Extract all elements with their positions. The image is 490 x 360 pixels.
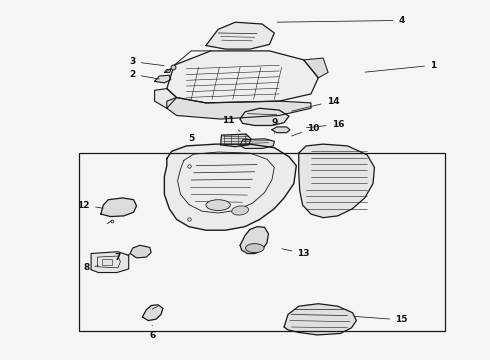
Polygon shape — [143, 305, 163, 320]
Text: 15: 15 — [355, 315, 408, 324]
Ellipse shape — [232, 206, 248, 215]
Polygon shape — [240, 139, 274, 148]
Polygon shape — [240, 108, 289, 126]
Polygon shape — [91, 252, 129, 273]
Polygon shape — [167, 51, 318, 103]
Text: 14: 14 — [292, 96, 339, 111]
Polygon shape — [101, 198, 137, 217]
Text: 7: 7 — [115, 253, 130, 262]
Ellipse shape — [245, 244, 264, 253]
Polygon shape — [299, 144, 374, 218]
Polygon shape — [240, 226, 269, 253]
Polygon shape — [164, 144, 296, 230]
Text: 11: 11 — [221, 116, 240, 132]
Text: 10: 10 — [292, 123, 319, 136]
Bar — [102, 259, 112, 265]
Text: 9: 9 — [271, 118, 277, 134]
Text: 13: 13 — [282, 249, 310, 258]
Polygon shape — [155, 89, 176, 108]
Polygon shape — [155, 75, 171, 83]
Polygon shape — [167, 98, 311, 119]
Polygon shape — [164, 69, 171, 72]
Text: 2: 2 — [129, 70, 159, 79]
Polygon shape — [272, 127, 290, 133]
Text: 3: 3 — [129, 57, 164, 66]
Polygon shape — [220, 134, 251, 147]
Polygon shape — [206, 22, 274, 49]
Text: 1: 1 — [365, 61, 436, 72]
Polygon shape — [304, 58, 328, 78]
Text: 16: 16 — [306, 120, 344, 129]
Polygon shape — [130, 245, 151, 258]
Polygon shape — [284, 304, 356, 335]
Bar — [79, 153, 445, 330]
Text: 6: 6 — [149, 325, 155, 341]
Text: 8: 8 — [83, 264, 98, 273]
Text: 12: 12 — [77, 201, 103, 210]
Text: 4: 4 — [277, 16, 405, 25]
Ellipse shape — [206, 200, 230, 211]
Text: 5: 5 — [188, 134, 195, 143]
